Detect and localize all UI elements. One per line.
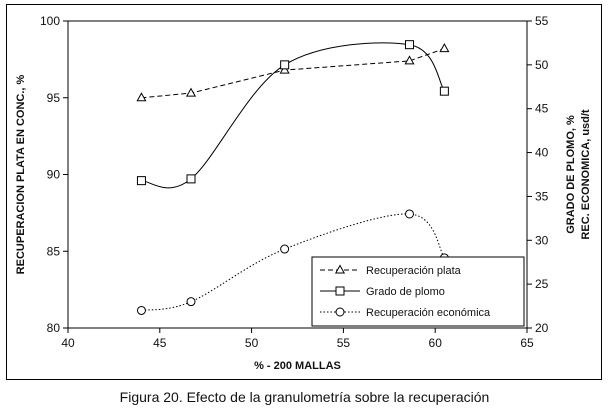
y-right-tick-label: 55	[535, 14, 549, 28]
y-left-tick-label: 100	[40, 14, 60, 28]
series-layer	[136, 40, 450, 315]
legend-marker-silver-recovery	[334, 264, 346, 274]
y-right-tick-label: 40	[535, 146, 549, 160]
data-point-silver-recovery	[185, 87, 197, 97]
y-right-tick-label: 50	[535, 58, 549, 72]
chart-frame: 40 45 50 55 60 65 80 85 90 95 100 20 25 30 35 40 45 50 55 …	[6, 4, 602, 380]
x-tick-label: 65	[520, 336, 534, 350]
x-tick-label: 55	[337, 336, 351, 350]
data-point-lead-grade	[280, 60, 290, 70]
y-axis-left-title: RECUPERACION PLATA EN CONC., %	[15, 74, 27, 274]
y-left-tick-label: 85	[47, 244, 61, 258]
legend-marker-lead-grade	[335, 286, 345, 296]
data-point-lead-grade	[404, 40, 414, 50]
legend: Recuperación plata Grado de plomo Recupera…	[311, 256, 525, 327]
y-left-tick-label: 80	[47, 321, 61, 335]
x-tick-label: 40	[61, 336, 75, 350]
data-point-lead-grade	[186, 174, 196, 184]
data-point-silver-recovery	[136, 92, 147, 102]
series-line-lead-grade	[141, 42, 445, 189]
figure-caption: Figura 20. Efecto de la granulometría so…	[119, 389, 490, 405]
x-tick-label: 50	[245, 336, 259, 350]
y-right-tick-label: 20	[535, 321, 549, 335]
x-tick-label: 60	[429, 336, 443, 350]
y-right-tick-label: 25	[535, 277, 549, 291]
y-right-tick-label: 35	[535, 189, 549, 203]
x-axis-title: % - 200 MALLAS	[254, 360, 341, 372]
series-line-silver-recovery	[141, 48, 445, 99]
chart-svg: 40 45 50 55 60 65808590951002025303540455055 …	[15, 14, 592, 372]
data-point-economic-recovery	[404, 209, 414, 219]
data-point-lead-grade	[439, 86, 449, 96]
y-left-tick-label: 95	[47, 91, 61, 105]
y-axis-right-title-line1: GRADO DE PLOMO, %	[565, 115, 577, 234]
legend-label-lead-grade: Grado de plomo	[366, 286, 445, 298]
data-point-silver-recovery	[404, 55, 415, 65]
x-tick-label: 45	[153, 336, 167, 350]
legend-marker-economic-recovery	[335, 307, 345, 317]
y-left-tick-label: 90	[47, 168, 61, 182]
legend-label-economic-recovery: Recuperación económica	[366, 307, 491, 319]
legend-label-silver-recovery: Recuperación plata	[366, 265, 462, 277]
y-right-tick-label: 45	[535, 102, 549, 116]
data-point-silver-recovery	[279, 64, 290, 74]
data-point-lead-grade	[136, 176, 146, 186]
y-axis-right-title-line2: REC. ECONOMICA, usd/t	[580, 109, 592, 240]
data-point-silver-recovery	[439, 43, 450, 53]
y-right-tick-label: 30	[535, 233, 549, 247]
data-point-economic-recovery	[136, 305, 146, 315]
data-point-economic-recovery	[186, 297, 196, 307]
data-point-economic-recovery	[280, 244, 290, 254]
axes-layer: 40 45 50 55 60 65 80 85 90 95 100 20 25 30 35 40 45 50 55	[40, 14, 549, 350]
